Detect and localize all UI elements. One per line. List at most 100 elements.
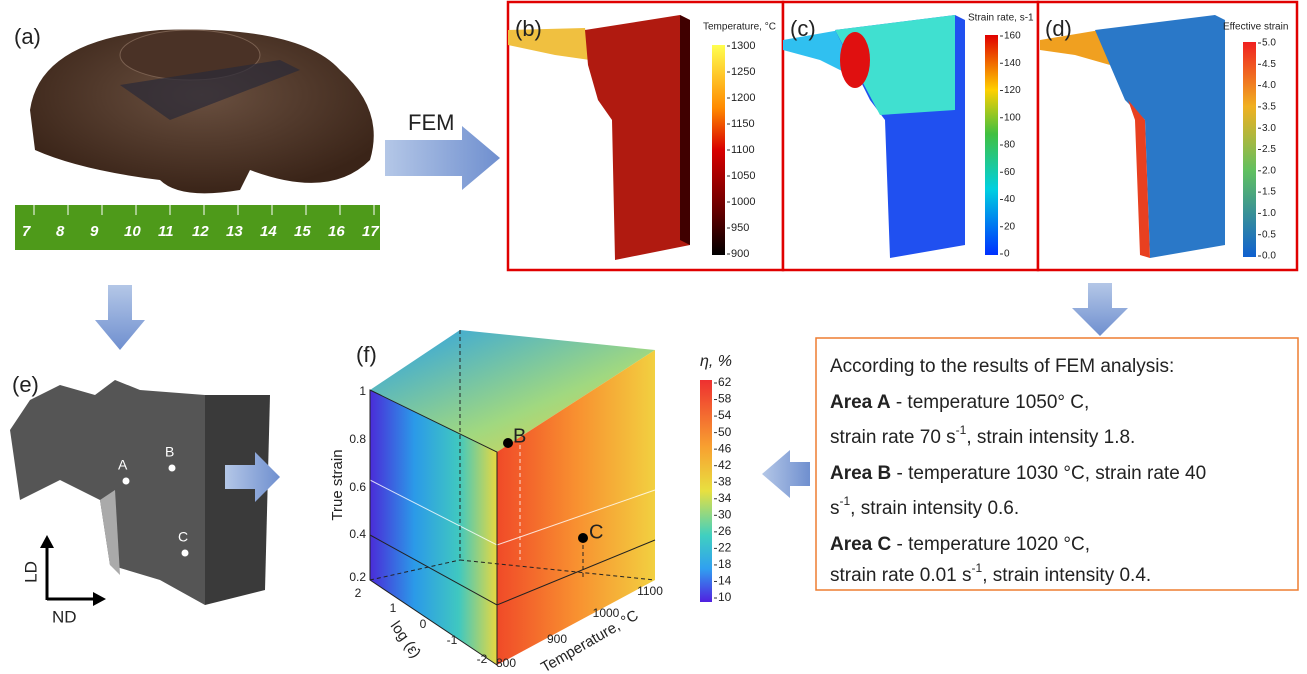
point-label: B [513, 425, 526, 447]
box-text: , strain intensity 0.4. [982, 565, 1151, 586]
part [205, 395, 270, 605]
panel-e [10, 380, 270, 606]
colorbar-tick-label: 3.5 [1262, 102, 1276, 113]
superscript: -1 [972, 561, 983, 575]
colorbar-tick-label: 100 [1004, 112, 1021, 123]
colorbar-tick-label: 50 [718, 425, 732, 439]
box-text: strain rate 70 s [830, 427, 956, 448]
arrow [95, 285, 145, 350]
area-name: Area C [830, 534, 892, 555]
photo-a [15, 30, 380, 251]
colorbar-tick-label: 42 [718, 458, 732, 472]
area-name: Area A [830, 392, 891, 413]
colorbar-tick-label: 80 [1004, 140, 1016, 151]
colorbar-tick-label: 54 [718, 408, 732, 422]
axis-label: LD [21, 561, 40, 583]
axis-tick-label: 0.6 [349, 480, 366, 494]
box-line: According to the results of FEM analysis… [830, 356, 1174, 377]
box-line: strain rate 0.01 s-1, strain intensity 0… [830, 561, 1151, 586]
ruler-number: 11 [158, 223, 174, 240]
ruler-number: 13 [226, 223, 243, 240]
point [578, 533, 588, 543]
fem-shape [840, 32, 870, 88]
point-label: C [178, 529, 188, 545]
panel-label: (c) [790, 16, 816, 41]
colorbar-title: Temperature, °C [703, 22, 776, 33]
colorbar-tick-label: 160 [1004, 31, 1021, 42]
colorbar [712, 45, 725, 255]
ruler-number: 10 [124, 223, 141, 240]
point [123, 478, 130, 485]
colorbar-tick-label: 4.5 [1262, 59, 1276, 70]
ruler-number: 9 [90, 223, 99, 240]
colorbar-tick-label: 18 [718, 557, 732, 571]
arrow [1072, 283, 1128, 336]
panel-label: (a) [14, 24, 41, 49]
axis-tick-label: 0.2 [349, 570, 366, 584]
colorbar-tick-label: 30 [718, 507, 732, 521]
axis-label: ND [52, 607, 77, 626]
colorbar-tick-label: 0.5 [1262, 229, 1276, 240]
point [182, 550, 189, 557]
point-label: C [589, 521, 603, 543]
colorbar-tick-label: 0 [1004, 249, 1010, 260]
colorbar-tick-label: 4.0 [1262, 80, 1276, 91]
ruler-number: 17 [362, 223, 379, 240]
arrow [385, 126, 500, 190]
axis-title: True strain [329, 449, 346, 520]
box-line: Area B - temperature 1030 °C, strain rat… [830, 463, 1206, 484]
axis-tick-label: 1 [359, 384, 366, 398]
colorbar [700, 380, 712, 602]
axis-title: log (ε̇) [387, 618, 424, 661]
figure: (a) FEM (b) Temperature, °C (c) Strain r… [0, 0, 1307, 674]
colorbar-tick-label: 14 [718, 574, 732, 588]
colorbar-tick-label: 34 [718, 491, 732, 505]
colorbar-tick-label: 1150 [731, 118, 755, 130]
box-line: Area C - temperature 1020 °C, [830, 534, 1090, 555]
panel-c [783, 2, 1038, 270]
colorbar [1243, 42, 1256, 257]
ruler-number: 15 [294, 223, 311, 240]
axis-arrow [93, 592, 106, 606]
box-text: , strain intensity 1.8. [966, 427, 1135, 448]
colorbar-tick-label: 900 [731, 248, 749, 260]
point-label: B [165, 444, 174, 460]
colorbar-title: η, % [700, 353, 732, 370]
axis-tick-label: 1 [390, 601, 397, 615]
colorbar-tick-label: 0.0 [1262, 251, 1276, 262]
arrow-label: FEM [408, 110, 454, 135]
superscript: -1 [840, 494, 851, 508]
panel-d [1038, 2, 1297, 270]
panel-label: (b) [515, 16, 542, 41]
panel-label: (e) [12, 372, 39, 397]
colorbar-title: Strain rate, s-1 [968, 13, 1034, 24]
axis-tick-label: 2 [355, 586, 362, 600]
box-text: - temperature 1050° C, [891, 392, 1090, 413]
colorbar [985, 35, 998, 255]
colorbar-tick-label: 38 [718, 474, 732, 488]
panel-f [370, 330, 712, 665]
axis-arrow [40, 535, 54, 548]
colorbar-tick-label: 1300 [731, 40, 755, 52]
box-text: strain rate 0.01 s [830, 565, 972, 586]
box-text: s [830, 498, 840, 519]
panel-label: (d) [1045, 16, 1072, 41]
box-line: Area A - temperature 1050° C, [830, 392, 1089, 413]
axis-tick-label: -1 [447, 633, 458, 647]
axis-tick-label: -2 [477, 652, 488, 666]
axis-tick-label: 0 [420, 617, 427, 631]
box-text: According to the results of FEM analysis… [830, 356, 1174, 377]
colorbar-tick-label: 140 [1004, 58, 1021, 69]
colorbar-tick-label: 58 [718, 392, 732, 406]
colorbar-tick-label: 5.0 [1262, 38, 1276, 49]
colorbar-tick-label: 10 [718, 590, 732, 604]
arrow [762, 450, 810, 498]
axis-tick-label: 900 [547, 632, 567, 646]
colorbar-tick-label: 46 [718, 441, 732, 455]
colorbar-tick-label: 1100 [731, 144, 755, 156]
colorbar-tick-label: 62 [718, 375, 732, 389]
box-text: - temperature 1020 °C, [891, 534, 1090, 555]
colorbar-tick-label: 26 [718, 524, 732, 538]
axis-tick-label: 1000 [593, 606, 620, 620]
colorbar-tick-label: 22 [718, 541, 732, 555]
